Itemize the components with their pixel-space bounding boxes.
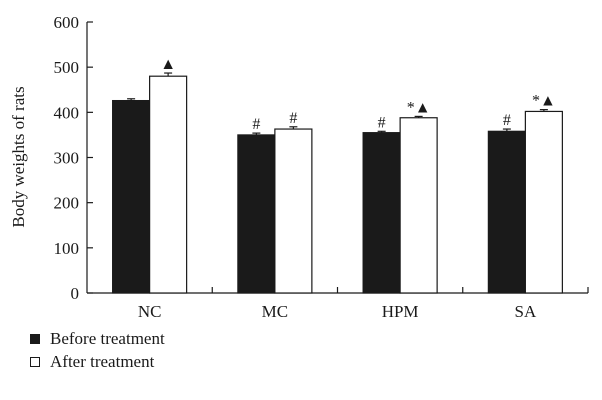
bar-before bbox=[487, 130, 526, 294]
y-tick-label: 500 bbox=[54, 58, 80, 77]
y-tick-label: 200 bbox=[54, 194, 80, 213]
legend-swatch bbox=[30, 356, 40, 367]
bar-after bbox=[274, 128, 313, 294]
significance-marker: # bbox=[289, 110, 297, 127]
y-tick-label: 300 bbox=[54, 149, 80, 168]
bar-after bbox=[524, 110, 563, 294]
bar-after bbox=[399, 117, 438, 294]
significance-marker: # bbox=[378, 114, 386, 131]
y-axis-title: Body weights of rats bbox=[9, 86, 28, 227]
significance-marker: *▲ bbox=[532, 93, 556, 110]
x-tick-label: MC bbox=[262, 302, 288, 320]
legend-item-after: After treatment bbox=[30, 350, 165, 373]
significance-marker: # bbox=[252, 116, 260, 133]
bar-chart: Body weights of rats 0 100 200 300 400 500 600… bbox=[9, 13, 589, 320]
legend-item-before: Before treatment bbox=[30, 327, 165, 350]
significance-marker: *▲ bbox=[407, 99, 431, 116]
y-tick-label: 400 bbox=[54, 103, 80, 122]
x-tick-label: SA bbox=[515, 302, 537, 320]
x-tick-label: HPM bbox=[382, 302, 419, 320]
legend-swatch bbox=[30, 333, 40, 344]
bar-before bbox=[362, 132, 401, 294]
y-tick-label: 100 bbox=[54, 239, 80, 258]
x-tick-label: NC bbox=[138, 302, 162, 320]
bar-before bbox=[237, 134, 276, 294]
legend-label: Before treatment bbox=[50, 328, 165, 348]
legend-label: After treatment bbox=[50, 351, 155, 371]
y-tick-label: 0 bbox=[71, 284, 80, 303]
significance-marker: # bbox=[503, 112, 511, 129]
bar-before bbox=[112, 99, 151, 294]
y-tick-label: 600 bbox=[54, 13, 80, 32]
bar-after bbox=[149, 75, 188, 294]
significance-marker: ▲ bbox=[160, 56, 176, 73]
legend: Before treatment After treatment bbox=[30, 327, 165, 373]
